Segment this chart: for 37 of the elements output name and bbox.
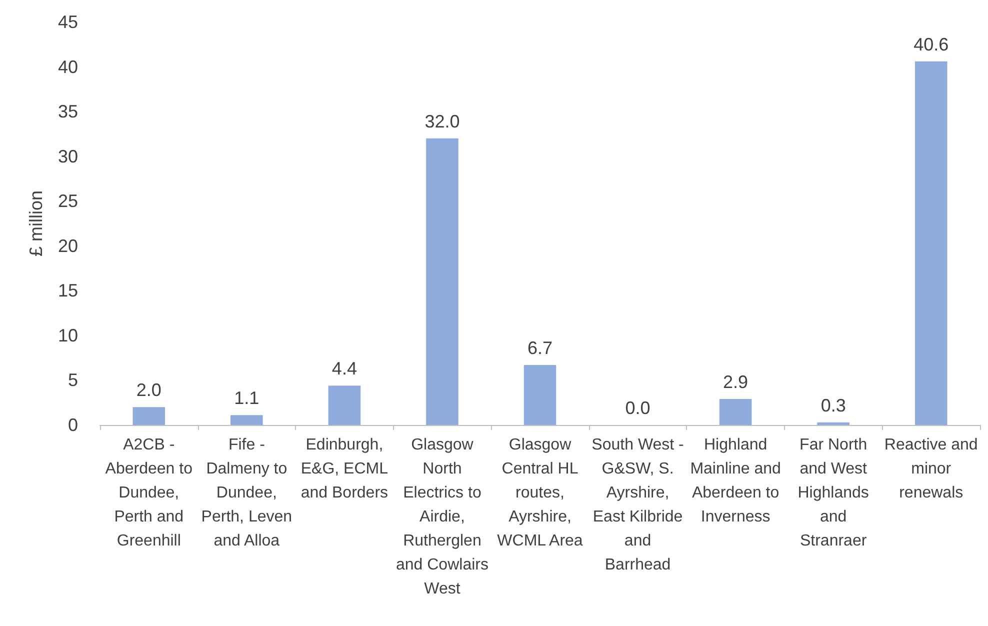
y-tick-label: 35 bbox=[58, 102, 78, 122]
x-tick-label: Edinburgh, E&G, ECML and Borders bbox=[300, 436, 388, 502]
bar bbox=[719, 399, 752, 425]
y-axis-title: £ million bbox=[26, 190, 46, 257]
data-label: 4.4 bbox=[332, 358, 357, 379]
x-tick-label: Reactive and minor renewals bbox=[884, 436, 978, 502]
data-label: 2.0 bbox=[136, 380, 162, 400]
x-tick-label: Glasgow North Electrics to Airdie, Rutherglen and Cowlairs West bbox=[396, 436, 488, 598]
y-tick-label: 10 bbox=[58, 325, 78, 346]
y-tick-label: 45 bbox=[58, 12, 78, 32]
data-label: 0.3 bbox=[820, 395, 846, 416]
bar bbox=[230, 415, 263, 425]
x-tick-label: Highland Mainline and Aberdeen to Inverness bbox=[690, 436, 781, 526]
y-tick-label: 0 bbox=[68, 415, 78, 435]
x-tick-label: Glasgow Central HL routes, Ayrshire, WCML Area bbox=[497, 436, 583, 550]
y-tick-label: 25 bbox=[58, 191, 78, 212]
y-tick-label: 20 bbox=[58, 236, 78, 256]
y-tick-label: 5 bbox=[68, 370, 78, 390]
x-tick-label: A2CB - Aberdeen to Dundee, Perth and Greenhill bbox=[105, 436, 193, 550]
bar bbox=[914, 61, 948, 425]
data-label: 1.1 bbox=[234, 388, 260, 408]
x-tick-label: Fife - Dalmeny to Dundee, Perth, Leven and Alloa bbox=[201, 436, 292, 550]
bar bbox=[817, 422, 850, 425]
y-tick-label: 40 bbox=[58, 56, 78, 77]
bar bbox=[524, 365, 556, 425]
y-tick-label: 30 bbox=[58, 146, 78, 166]
bar bbox=[132, 407, 166, 425]
bar bbox=[328, 386, 361, 425]
bar bbox=[426, 138, 458, 425]
y-tick-label: 15 bbox=[58, 280, 78, 301]
data-label: 32.0 bbox=[424, 111, 460, 132]
data-label: 6.7 bbox=[527, 338, 553, 358]
data-label: 0.0 bbox=[625, 398, 650, 418]
x-tick-label: Far North and West Highlands and Stranraer bbox=[798, 436, 869, 550]
data-label: 40.6 bbox=[914, 34, 949, 54]
x-tick-label: South West - G&SW, S. Ayrshire, East Kilbride and Barrhead bbox=[592, 436, 684, 574]
data-label: 2.9 bbox=[723, 372, 748, 392]
